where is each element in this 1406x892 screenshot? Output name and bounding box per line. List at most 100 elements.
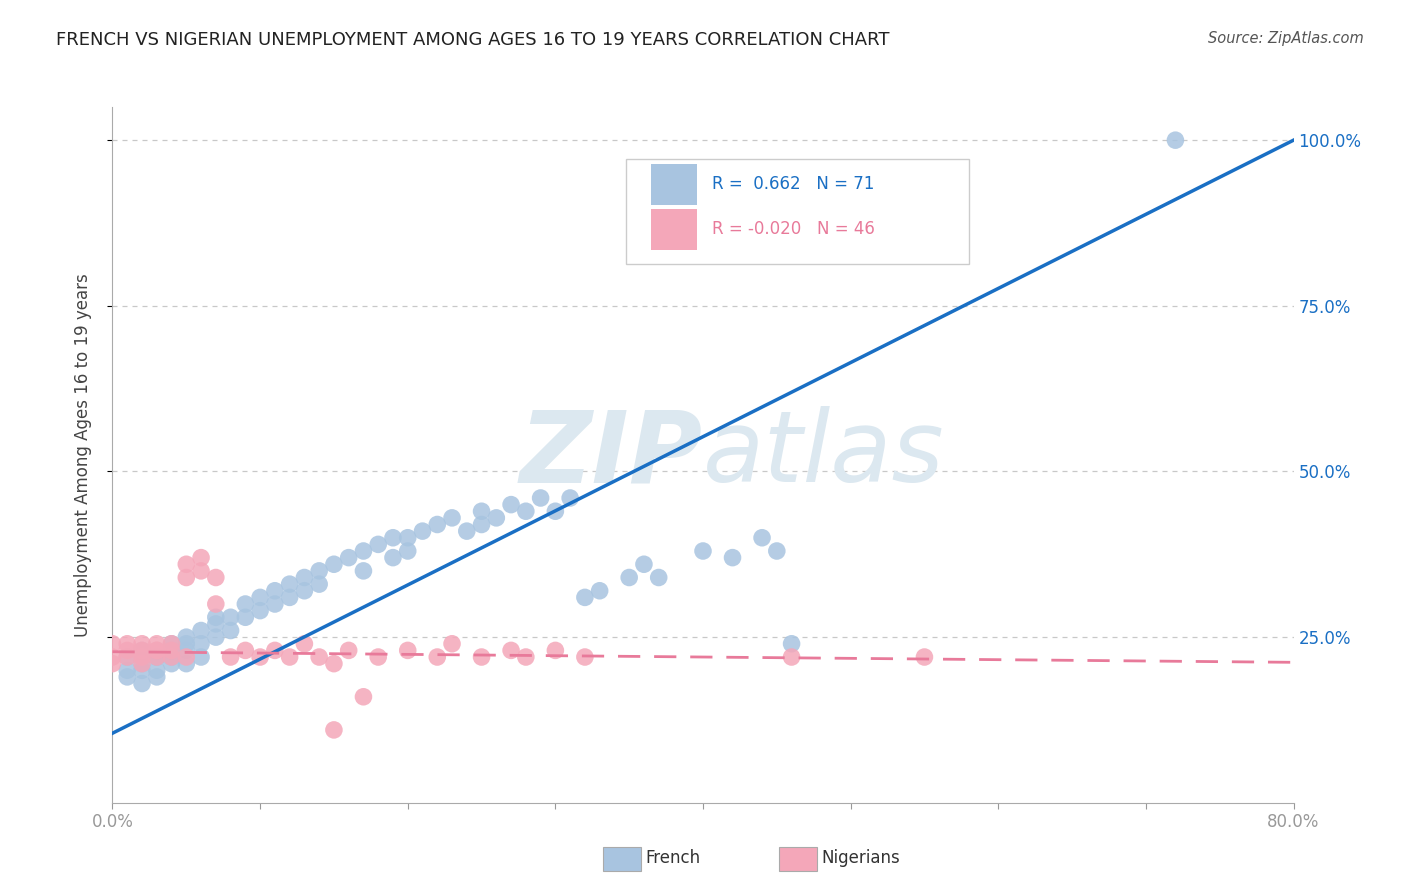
Point: [190, 550, 212, 565]
Point: [117, 663, 138, 677]
Point: [160, 637, 183, 651]
Point: [219, 610, 242, 624]
Point: [146, 650, 169, 665]
Point: [692, 544, 714, 558]
Point: [174, 643, 197, 657]
Point: [264, 583, 287, 598]
Point: [780, 637, 803, 651]
Point: [766, 544, 789, 558]
Point: [146, 643, 169, 657]
Point: [131, 643, 153, 657]
Point: [396, 643, 419, 657]
Point: [160, 650, 183, 665]
Point: [396, 544, 419, 558]
Point: [146, 650, 169, 665]
Point: [470, 650, 494, 665]
Point: [292, 570, 315, 584]
Point: [249, 591, 271, 605]
Point: [574, 650, 596, 665]
Point: [751, 531, 773, 545]
Point: [101, 650, 124, 665]
Text: R = -0.020   N = 46: R = -0.020 N = 46: [713, 220, 876, 238]
Point: [515, 650, 537, 665]
Point: [529, 491, 551, 505]
Point: [190, 564, 212, 578]
Point: [367, 650, 389, 665]
Point: [292, 637, 315, 651]
Point: [352, 564, 374, 578]
Point: [278, 577, 301, 591]
Point: [219, 624, 242, 638]
Point: [190, 637, 212, 651]
Point: [249, 604, 271, 618]
Point: [1164, 133, 1187, 147]
Point: [146, 637, 169, 651]
Point: [515, 504, 537, 518]
FancyBboxPatch shape: [626, 159, 969, 263]
Text: FRENCH VS NIGERIAN UNEMPLOYMENT AMONG AGES 16 TO 19 YEARS CORRELATION CHART: FRENCH VS NIGERIAN UNEMPLOYMENT AMONG AG…: [56, 31, 890, 49]
Point: [501, 643, 523, 657]
Point: [131, 637, 153, 651]
Point: [131, 657, 153, 671]
Point: [117, 650, 138, 665]
Point: [117, 670, 138, 684]
Point: [337, 643, 360, 657]
FancyBboxPatch shape: [651, 209, 697, 250]
Point: [131, 657, 153, 671]
Point: [160, 643, 183, 657]
Point: [426, 650, 449, 665]
Point: [233, 597, 256, 611]
Point: [233, 610, 256, 624]
Point: [292, 583, 315, 598]
Point: [146, 663, 169, 677]
Point: [205, 570, 228, 584]
Point: [205, 610, 228, 624]
Point: [337, 550, 360, 565]
Point: [456, 524, 478, 538]
Point: [174, 637, 197, 651]
Point: [619, 570, 641, 584]
Point: [485, 511, 508, 525]
Point: [117, 637, 138, 651]
Point: [146, 643, 169, 657]
Point: [278, 591, 301, 605]
Point: [382, 531, 405, 545]
Point: [382, 550, 405, 565]
Point: [308, 577, 330, 591]
Point: [308, 564, 330, 578]
Point: [544, 643, 567, 657]
Point: [914, 650, 936, 665]
Point: [278, 650, 301, 665]
Point: [470, 504, 494, 518]
Point: [574, 591, 596, 605]
Point: [205, 630, 228, 644]
Point: [131, 643, 153, 657]
Point: [426, 517, 449, 532]
Point: [721, 550, 744, 565]
Text: French: French: [645, 849, 700, 867]
Point: [190, 650, 212, 665]
Text: ZIP: ZIP: [520, 407, 703, 503]
Point: [205, 616, 228, 631]
Point: [131, 663, 153, 677]
Point: [160, 643, 183, 657]
Point: [264, 643, 287, 657]
Y-axis label: Unemployment Among Ages 16 to 19 years: Unemployment Among Ages 16 to 19 years: [73, 273, 91, 637]
Point: [367, 537, 389, 551]
Point: [117, 643, 138, 657]
Point: [323, 723, 346, 737]
Point: [544, 504, 567, 518]
Point: [558, 491, 582, 505]
Point: [588, 583, 610, 598]
Point: [131, 676, 153, 690]
Point: [441, 637, 464, 651]
Point: [101, 637, 124, 651]
Point: [174, 650, 197, 665]
Point: [190, 624, 212, 638]
Text: Nigerians: Nigerians: [821, 849, 900, 867]
Point: [441, 511, 464, 525]
Point: [174, 657, 197, 671]
Point: [174, 570, 197, 584]
Point: [352, 544, 374, 558]
Point: [174, 630, 197, 644]
